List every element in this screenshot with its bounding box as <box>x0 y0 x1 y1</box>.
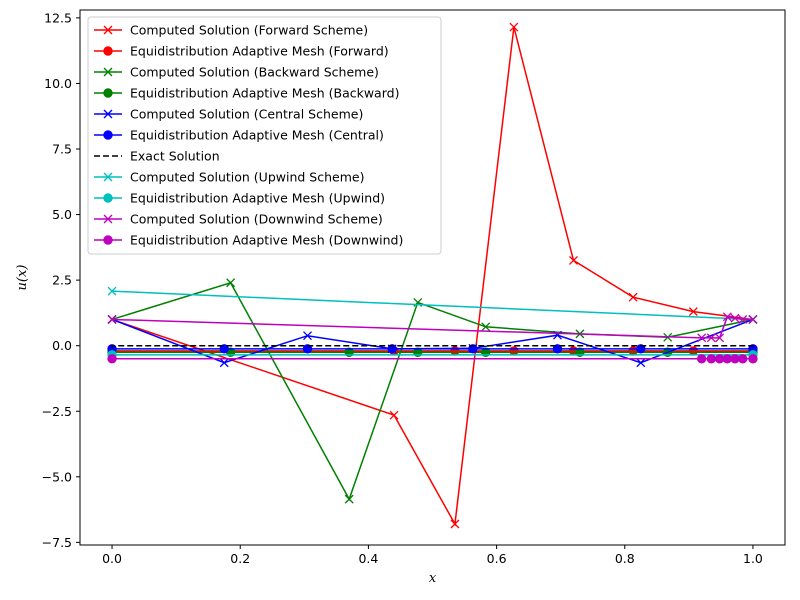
data-point-computed-solution-upwind-scheme <box>107 286 117 296</box>
series-equidistribution-adaptive-mesh-central <box>107 344 758 354</box>
data-point-computed-solution-central-scheme <box>303 331 312 341</box>
legend-label: Computed Solution (Downwind Scheme) <box>130 212 383 227</box>
legend-label: Computed Solution (Backward Scheme) <box>130 65 379 80</box>
data-point-equidistribution-adaptive-mesh-central <box>552 344 563 354</box>
series-equidistribution-adaptive-mesh-downwind <box>107 354 758 364</box>
legend: Computed Solution (Forward Scheme) Equidi… <box>87 16 442 255</box>
x-tick-label: 1.0 <box>743 551 763 566</box>
x-tick-label: 0.4 <box>358 551 378 566</box>
data-point-equidistribution-adaptive-mesh-downwind <box>730 354 740 364</box>
y-tick-label: 2.5 <box>52 273 72 288</box>
legend-marker <box>103 172 113 182</box>
x-tick-label: 0.0 <box>102 551 122 566</box>
y-tick-label: 12.5 <box>44 10 72 25</box>
legend-label: Equidistribution Adaptive Mesh (Central) <box>130 128 384 143</box>
legend-item-computed-solution-upwind-scheme: Computed Solution (Upwind Scheme) <box>94 170 364 185</box>
y-tick-label: 5.0 <box>52 207 72 222</box>
legend-label: Equidistribution Adaptive Mesh (Upwind) <box>130 191 385 206</box>
series-layer <box>107 22 758 529</box>
series-line-computed-solution-forward-scheme <box>111 26 754 527</box>
legend-label: Equidistribution Adaptive Mesh (Forward) <box>130 44 389 59</box>
x-tick-label: 0.6 <box>487 551 507 566</box>
legend-label: Computed Solution (Central Scheme) <box>130 107 363 122</box>
data-point-equidistribution-adaptive-mesh-downwind <box>696 354 707 364</box>
data-point-computed-solution-backward-scheme <box>344 494 354 504</box>
legend-marker <box>103 193 113 203</box>
data-point-computed-solution-forward-scheme <box>450 519 460 529</box>
x-axis-label: x <box>429 571 437 586</box>
data-point-equidistribution-adaptive-mesh-central <box>636 344 646 354</box>
y-tick-label: −5.0 <box>42 469 72 484</box>
y-axis-label: u(x) <box>15 265 30 291</box>
data-point-equidistribution-adaptive-mesh-forward <box>628 346 638 356</box>
data-point-computed-solution-forward-scheme <box>509 22 519 32</box>
data-point-equidistribution-adaptive-mesh-downwind <box>748 354 758 364</box>
legend-marker <box>103 109 113 119</box>
legend-label: Computed Solution (Forward Scheme) <box>130 23 368 38</box>
legend-label: Equidistribution Adaptive Mesh (Backward… <box>130 86 399 101</box>
data-point-equidistribution-adaptive-mesh-forward <box>688 346 699 356</box>
data-point-computed-solution-downwind-scheme <box>706 333 716 343</box>
legend-item-exact-solution: Exact Solution <box>94 149 220 164</box>
legend-marker <box>103 214 113 224</box>
legend-marker <box>103 25 113 35</box>
data-point-computed-solution-downwind-scheme <box>730 313 740 323</box>
data-point-computed-solution-central-scheme <box>636 358 646 368</box>
x-tick-label: 0.8 <box>615 551 635 566</box>
x-tick-label: 0.2 <box>230 551 250 566</box>
series-computed-solution-forward-scheme <box>107 22 758 529</box>
data-point-computed-solution-central-scheme <box>219 358 229 368</box>
legend-label: Exact Solution <box>130 149 220 164</box>
data-point-computed-solution-backward-scheme <box>226 278 236 288</box>
y-tick-label: 7.5 <box>52 141 72 156</box>
data-point-computed-solution-downwind-scheme <box>107 315 117 324</box>
data-point-computed-solution-forward-scheme <box>628 292 638 302</box>
data-point-computed-solution-downwind-scheme <box>697 333 707 343</box>
legend-item-equidistribution-adaptive-mesh-backward: Equidistribution Adaptive Mesh (Backward… <box>94 86 399 101</box>
legend-marker <box>103 235 113 245</box>
legend-marker <box>103 88 113 98</box>
data-point-computed-solution-backward-scheme <box>481 322 491 332</box>
legend-marker <box>103 67 113 77</box>
data-point-computed-solution-forward-scheme <box>688 307 698 317</box>
data-point-equidistribution-adaptive-mesh-downwind <box>714 354 725 364</box>
data-point-equidistribution-adaptive-mesh-central <box>387 344 397 354</box>
legend-marker <box>103 46 113 56</box>
data-point-computed-solution-downwind-scheme <box>722 312 732 322</box>
data-point-equidistribution-adaptive-mesh-downwind <box>706 354 716 364</box>
data-point-equidistribution-adaptive-mesh-central <box>468 344 478 354</box>
legend-marker <box>103 130 113 140</box>
y-tick-label: −7.5 <box>42 535 72 550</box>
legend-item-equidistribution-adaptive-mesh-downwind: Equidistribution Adaptive Mesh (Downwind… <box>94 233 403 248</box>
data-point-computed-solution-forward-scheme <box>389 410 399 420</box>
series-computed-solution-downwind-scheme <box>107 312 758 343</box>
legend-item-equidistribution-adaptive-mesh-upwind: Equidistribution Adaptive Mesh (Upwind) <box>94 191 385 206</box>
data-point-computed-solution-forward-scheme <box>569 255 578 265</box>
series-line-computed-solution-upwind-scheme <box>112 290 753 321</box>
legend-item-equidistribution-adaptive-mesh-central: Equidistribution Adaptive Mesh (Central) <box>94 128 384 143</box>
data-point-equidistribution-adaptive-mesh-downwind <box>722 354 733 364</box>
data-point-equidistribution-adaptive-mesh-downwind <box>107 354 117 364</box>
y-tick-label: −2.5 <box>42 404 72 419</box>
y-tick-label: 0.0 <box>52 338 72 353</box>
data-point-equidistribution-adaptive-mesh-forward <box>509 346 519 356</box>
y-tick-label: 10.0 <box>44 76 72 91</box>
legend-label: Equidistribution Adaptive Mesh (Downwind… <box>130 233 403 248</box>
legend-label: Computed Solution (Upwind Scheme) <box>130 170 364 185</box>
data-point-equidistribution-adaptive-mesh-downwind <box>738 354 748 364</box>
data-point-equidistribution-adaptive-mesh-central <box>219 344 229 354</box>
data-point-computed-solution-downwind-scheme <box>715 333 725 343</box>
data-point-computed-solution-downwind-scheme <box>738 315 748 324</box>
series-line-computed-solution-downwind-scheme <box>112 315 753 339</box>
data-point-equidistribution-adaptive-mesh-central <box>302 344 313 354</box>
legend-item-computed-solution-central-scheme: Computed Solution (Central Scheme) <box>94 107 363 122</box>
legend-item-computed-solution-backward-scheme: Computed Solution (Backward Scheme) <box>94 65 379 80</box>
legend-item-computed-solution-downwind-scheme: Computed Solution (Downwind Scheme) <box>94 212 383 227</box>
axes: 0.0 0.2 0.4 0.6 0.8 1.0 −7.5 −5.0 −2.5 0.0 2.5 5.0 7… <box>42 10 763 566</box>
data-point-computed-solution-downwind-scheme <box>748 315 758 324</box>
legend-item-equidistribution-adaptive-mesh-forward: Equidistribution Adaptive Mesh (Forward) <box>94 44 389 59</box>
legend-box <box>87 16 442 255</box>
legend-item-computed-solution-forward-scheme: Computed Solution (Forward Scheme) <box>94 23 368 38</box>
